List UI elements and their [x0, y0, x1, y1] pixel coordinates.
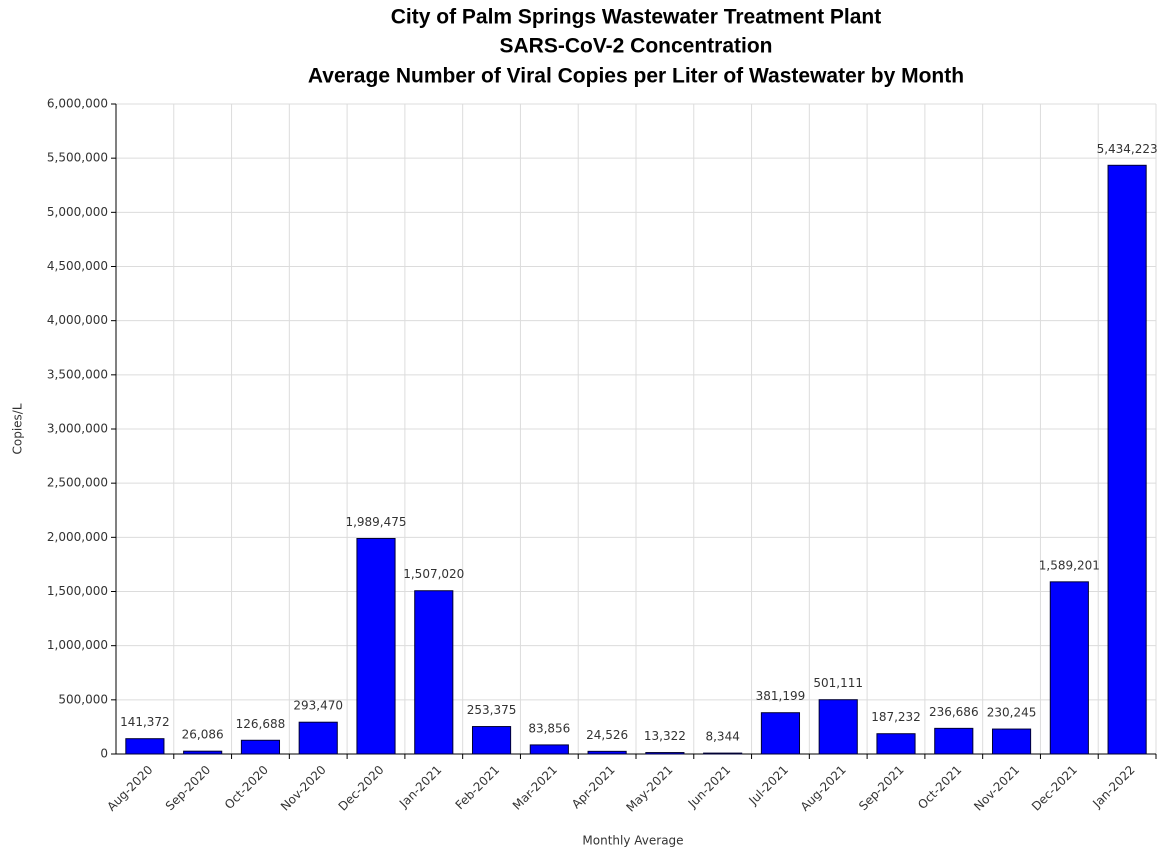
x-tick-label: Sep-2020	[163, 763, 214, 814]
chart-title: Average Number of Viral Copies per Liter…	[308, 65, 964, 88]
bar	[934, 727, 974, 755]
bar	[183, 750, 223, 755]
bar	[703, 752, 743, 755]
x-tick-label: Aug-2021	[798, 763, 849, 814]
x-tick-label: Feb-2021	[453, 763, 503, 813]
y-tick-label: 1,000,000	[47, 638, 108, 652]
bar	[414, 590, 454, 755]
data-label: 253,375	[467, 703, 517, 717]
data-label: 141,372	[120, 715, 170, 729]
data-label: 293,470	[293, 699, 343, 713]
x-tick-label: Mar-2021	[510, 763, 560, 813]
bar	[587, 750, 627, 755]
bar	[1049, 581, 1089, 755]
x-tick-label: Dec-2020	[336, 763, 387, 814]
y-tick-label: 5,000,000	[47, 205, 108, 219]
data-label: 8,344	[705, 730, 739, 744]
bar	[240, 739, 281, 755]
data-label: 83,856	[528, 721, 570, 735]
bar	[471, 726, 512, 755]
x-tick-label: Aug-2020	[104, 763, 155, 814]
y-tick-label: 5,500,000	[47, 151, 108, 165]
data-label: 126,688	[236, 717, 286, 731]
x-tick-label: Jun-2021	[685, 763, 734, 812]
y-axis-label: Copies/L	[11, 403, 25, 454]
data-label: 13,322	[644, 729, 686, 743]
x-tick-label: Nov-2020	[278, 763, 329, 814]
data-label: 1,589,201	[1039, 558, 1100, 572]
x-tick-label: Nov-2021	[971, 763, 1022, 814]
chart-title: SARS-CoV-2 Concentration	[499, 35, 772, 58]
y-tick-label: 6,000,000	[47, 97, 108, 111]
x-tick-label: Sep-2021	[856, 763, 907, 814]
y-tick-label: 500,000	[58, 692, 108, 706]
bar	[645, 752, 685, 755]
bar	[991, 728, 1032, 755]
y-tick-label: 0	[100, 747, 108, 761]
bar	[356, 537, 396, 755]
data-label: 501,111	[813, 676, 863, 690]
y-tick-label: 4,000,000	[47, 313, 108, 327]
x-axis-label: Monthly Average	[582, 834, 683, 848]
data-label: 24,526	[586, 728, 628, 742]
x-tick-label: Oct-2021	[915, 763, 964, 812]
x-tick-label: Jan-2021	[396, 763, 444, 811]
bar	[818, 699, 858, 755]
x-tick-label: Dec-2021	[1029, 763, 1080, 814]
data-label: 187,232	[871, 710, 921, 724]
data-label: 26,086	[182, 728, 224, 742]
bar	[125, 738, 165, 755]
data-label: 230,245	[987, 706, 1037, 720]
data-label: 236,686	[929, 705, 979, 719]
y-tick-label: 3,000,000	[47, 422, 108, 436]
bar	[298, 721, 338, 755]
bar	[876, 733, 916, 755]
bar	[1107, 164, 1147, 755]
data-label: 381,199	[756, 689, 806, 703]
bar	[760, 712, 801, 755]
y-tick-label: 2,000,000	[47, 530, 108, 544]
x-tick-label: Oct-2020	[222, 763, 271, 812]
x-tick-label: Jan-2022	[1089, 763, 1137, 811]
y-tick-label: 2,500,000	[47, 476, 108, 490]
x-tick-label: Jul-2021	[746, 763, 792, 809]
y-tick-label: 4,500,000	[47, 259, 108, 273]
data-label: 1,989,475	[345, 515, 406, 529]
data-label: 1,507,020	[403, 567, 464, 581]
bar	[529, 744, 569, 755]
y-tick-label: 1,500,000	[47, 584, 108, 598]
chart-title: City of Palm Springs Wastewater Treatmen…	[391, 6, 882, 29]
y-tick-label: 3,500,000	[47, 367, 108, 381]
x-tick-label: May-2021	[624, 763, 676, 815]
x-tick-label: Apr-2021	[569, 763, 618, 812]
data-label: 5,434,223	[1097, 142, 1158, 156]
